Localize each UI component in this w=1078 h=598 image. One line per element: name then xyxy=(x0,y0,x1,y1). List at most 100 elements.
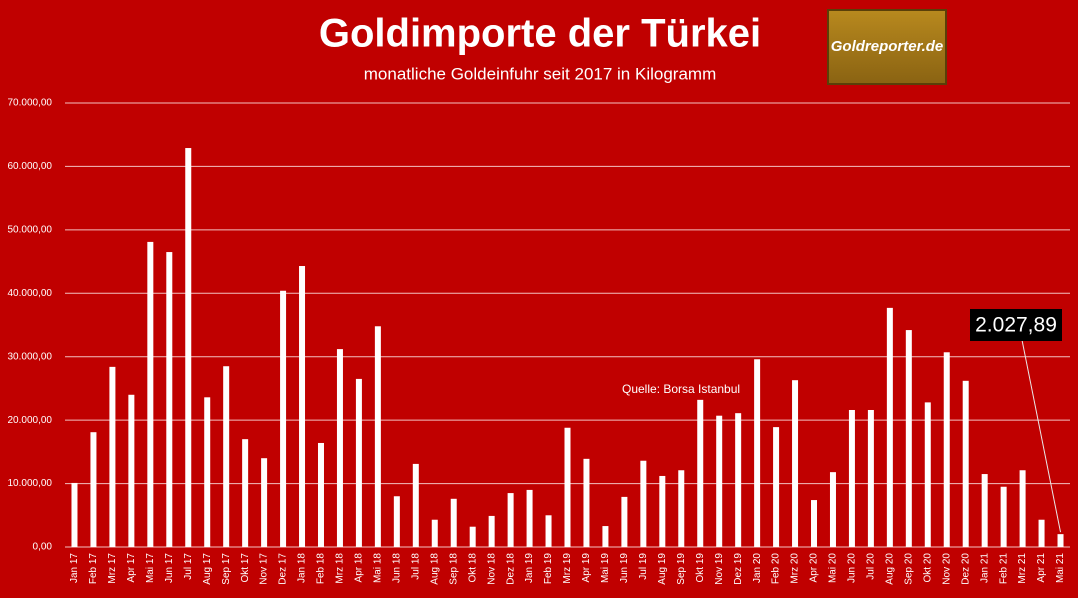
x-tick-label: Dez 17 xyxy=(278,553,289,585)
bar xyxy=(829,472,836,547)
x-tick-label: Feb 21 xyxy=(998,553,1009,585)
y-tick-label: 60.000,00 xyxy=(8,161,53,172)
y-tick-label: 30.000,00 xyxy=(8,351,53,362)
x-tick-label: Sep 18 xyxy=(448,553,459,585)
bar xyxy=(811,500,818,547)
logo: Goldreporter.de xyxy=(831,38,944,55)
bar xyxy=(905,330,912,547)
x-tick-label: Mrz 17 xyxy=(107,553,118,584)
x-tick-label: Jul 20 xyxy=(866,553,877,580)
bar xyxy=(981,474,988,547)
x-tick-label: Aug 18 xyxy=(429,553,440,585)
bar xyxy=(450,498,457,547)
bar xyxy=(109,366,116,547)
x-tick-label: Jan 19 xyxy=(524,553,535,583)
bar xyxy=(754,359,761,547)
bar xyxy=(1019,470,1026,547)
x-tick-label: Jun 18 xyxy=(391,553,402,583)
x-tick-label: Apr 17 xyxy=(126,553,137,583)
bar xyxy=(716,415,723,547)
bar xyxy=(128,394,135,547)
x-tick-label: Jan 17 xyxy=(69,553,80,583)
bar xyxy=(336,349,343,547)
bar xyxy=(431,519,438,547)
x-tick-label: Nov 20 xyxy=(941,553,952,585)
bar xyxy=(317,442,324,547)
chart-title: Goldimporte der Türkei xyxy=(319,12,761,56)
x-tick-label: Nov 17 xyxy=(259,553,270,585)
bar xyxy=(147,241,154,547)
bar xyxy=(583,458,590,547)
x-tick-label: Mrz 20 xyxy=(790,553,801,584)
y-tick-label: 0,00 xyxy=(33,542,53,553)
bar xyxy=(71,482,78,547)
bar xyxy=(640,460,647,547)
x-tick-label: Nov 18 xyxy=(486,553,497,585)
x-tick-label: Feb 17 xyxy=(88,553,99,585)
bar xyxy=(659,475,666,547)
x-tick-label: Apr 18 xyxy=(354,553,365,583)
x-tick-label: Mai 21 xyxy=(1055,553,1066,583)
bar xyxy=(469,526,476,547)
bar xyxy=(299,266,306,547)
bar xyxy=(204,397,211,547)
y-tick-label: 20.000,00 xyxy=(8,415,53,426)
bar xyxy=(185,148,192,547)
bar xyxy=(1000,486,1007,547)
x-tick-label: Apr 19 xyxy=(581,553,592,583)
bar xyxy=(962,380,969,547)
x-tick-label: Okt 17 xyxy=(240,553,251,583)
x-tick-label: Aug 17 xyxy=(202,553,213,585)
x-tick-label: Aug 19 xyxy=(657,553,668,585)
data-label: 2.027,89 xyxy=(975,314,1057,337)
x-tick-label: Jan 21 xyxy=(979,553,990,583)
bar xyxy=(621,496,628,547)
bar xyxy=(507,493,514,547)
x-tick-label: Jun 20 xyxy=(847,553,858,583)
x-tick-label: Jan 18 xyxy=(297,553,308,583)
x-tick-label: Mai 17 xyxy=(145,553,156,583)
x-tick-label: Nov 19 xyxy=(714,553,725,585)
x-tick-label: Sep 20 xyxy=(903,553,914,585)
bar xyxy=(223,366,230,547)
bar xyxy=(242,439,249,547)
x-tick-label: Aug 20 xyxy=(884,553,895,585)
bar xyxy=(924,402,931,547)
bar xyxy=(545,515,552,547)
bar xyxy=(773,427,780,547)
x-tick-label: Feb 19 xyxy=(543,553,554,585)
x-tick-label: Sep 19 xyxy=(676,553,687,585)
bar xyxy=(886,307,893,547)
bar xyxy=(374,326,381,547)
y-tick-label: 50.000,00 xyxy=(8,224,53,235)
bar xyxy=(943,352,950,547)
x-tick-label: Dez 19 xyxy=(733,553,744,585)
callout-line xyxy=(1021,339,1062,533)
x-tick-label: Jun 19 xyxy=(619,553,630,583)
x-tick-label: Apr 20 xyxy=(809,553,820,583)
bar xyxy=(792,380,799,547)
x-tick-label: Sep 17 xyxy=(221,553,232,585)
x-tick-label: Dez 20 xyxy=(960,553,971,585)
x-tick-label: Feb 18 xyxy=(316,553,327,585)
x-tick-label: Mrz 18 xyxy=(335,553,346,584)
x-tick-label: Apr 21 xyxy=(1036,553,1047,583)
y-tick-label: 10.000,00 xyxy=(8,478,53,489)
chart-subtitle: monatliche Goldeinfuhr seit 2017 in Kilo… xyxy=(364,64,716,83)
logo-box xyxy=(827,9,947,85)
x-tick-label: Jul 19 xyxy=(638,553,649,580)
bar xyxy=(678,470,685,547)
bar xyxy=(166,252,173,548)
x-tick-label: Mai 20 xyxy=(828,553,839,583)
bar xyxy=(735,413,742,547)
bar xyxy=(488,515,495,547)
y-tick-label: 70.000,00 xyxy=(8,98,53,109)
x-tick-label: Jun 17 xyxy=(164,553,175,583)
x-tick-label: Jul 18 xyxy=(410,553,421,580)
bar xyxy=(602,526,609,547)
bar xyxy=(526,489,533,547)
bar xyxy=(848,409,855,547)
x-tick-label: Mrz 21 xyxy=(1017,553,1028,584)
